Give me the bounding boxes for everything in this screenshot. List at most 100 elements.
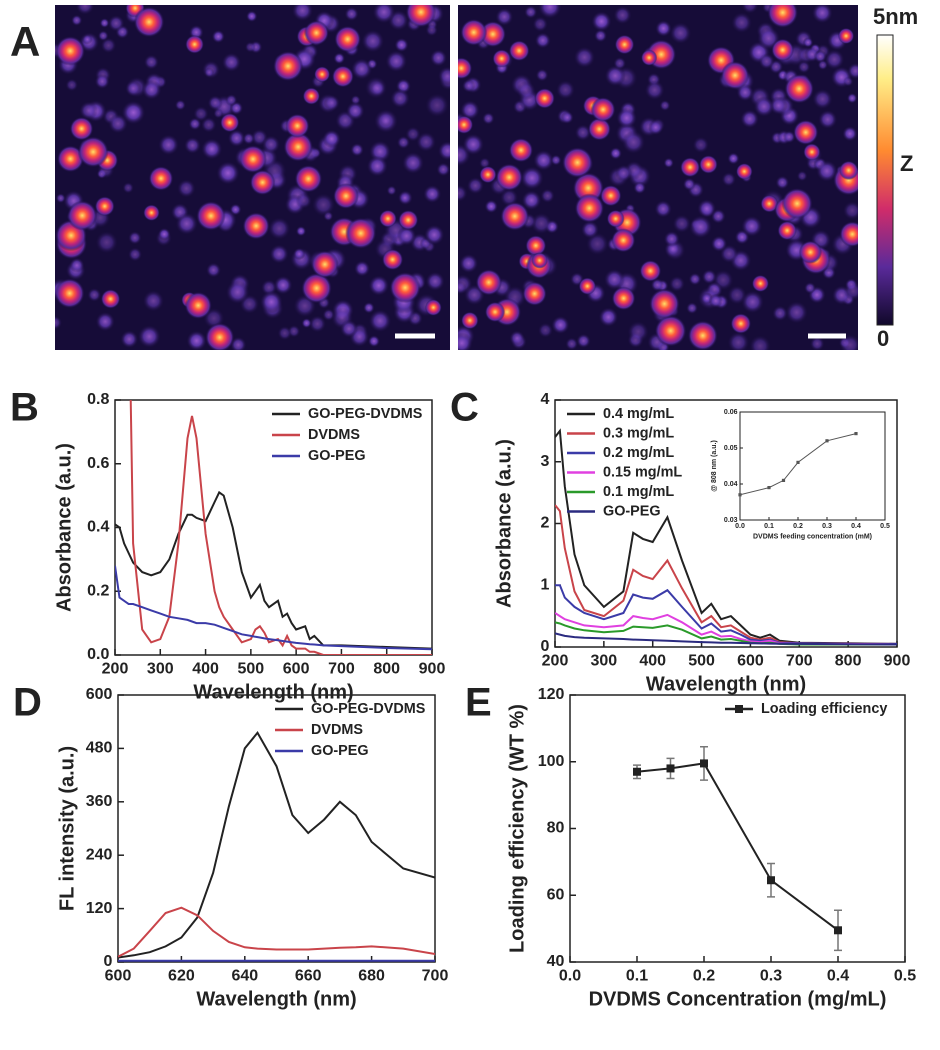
- afm-grain: [385, 50, 408, 73]
- afm-grain: [141, 79, 162, 100]
- afm-grain: [565, 337, 579, 350]
- afm-grain: [818, 109, 838, 130]
- afm-grain: [437, 141, 450, 161]
- marker: [767, 876, 775, 885]
- afm-grain: [227, 129, 246, 147]
- y-tick-label: 0.03: [724, 517, 738, 524]
- afm-grain: [576, 333, 591, 349]
- x-tick-label: 600: [737, 653, 764, 670]
- x-tick-label: 0.2: [693, 968, 715, 985]
- afm-particle: [614, 34, 635, 55]
- x-tick-label: 0.4: [827, 968, 849, 985]
- afm-grain: [137, 324, 161, 348]
- x-tick-label: 0.3: [760, 968, 782, 985]
- x-tick-label: 0.1: [626, 968, 648, 985]
- afm-features: [458, 5, 858, 350]
- afm-grain: [75, 5, 95, 15]
- series-line: [636, 762, 839, 932]
- afm-grain: [534, 32, 551, 49]
- legend-label: 0.2 mg/mL: [603, 445, 674, 461]
- afm-particle: [479, 21, 506, 48]
- afm-grain: [436, 162, 450, 177]
- afm-particle: [242, 212, 270, 240]
- afm-grain: [273, 275, 293, 295]
- afm-grain: [812, 88, 833, 110]
- x-tick-label: 700: [422, 968, 449, 985]
- afm-grain: [654, 200, 672, 218]
- legend-label: GO-PEG: [308, 448, 366, 464]
- afm-particle: [272, 51, 304, 82]
- afm-grain: [663, 157, 674, 169]
- x-tick-label: 0.2: [793, 523, 803, 530]
- y-tick-label: 0.4: [87, 519, 109, 536]
- afm-grain: [520, 166, 544, 190]
- afm-particle: [751, 274, 770, 293]
- x-tick-label: 700: [786, 653, 813, 670]
- series-line: [115, 490, 432, 650]
- afm-grain: [308, 315, 327, 333]
- x-tick-label: 900: [419, 661, 446, 678]
- afm-grain: [846, 92, 858, 104]
- afm-grain: [555, 80, 576, 100]
- afm-particle: [424, 299, 442, 316]
- afm-grain: [482, 112, 495, 125]
- series-line: [740, 433, 857, 496]
- afm-grain: [244, 41, 256, 53]
- afm-particle: [100, 289, 121, 309]
- legend-label: DVDMS: [311, 722, 363, 738]
- y-tick-label: 0.0: [87, 646, 109, 663]
- afm-grain: [311, 193, 336, 217]
- afm-grain: [174, 99, 186, 111]
- afm-grain: [551, 315, 570, 335]
- afm-grain: [509, 330, 525, 346]
- afm-grain: [524, 5, 538, 19]
- afm-grain: [95, 231, 118, 254]
- afm-grain: [175, 212, 198, 235]
- afm-grain: [458, 332, 473, 350]
- series-line: [118, 731, 435, 959]
- x-axis-label: Wavelength (nm): [646, 674, 806, 696]
- afm-grain: [293, 247, 306, 261]
- afm-particle: [803, 143, 821, 161]
- y-tick-label: 0.04: [724, 481, 738, 488]
- x-tick-label: 300: [591, 653, 618, 670]
- afm-grain: [495, 7, 514, 26]
- afm-particle: [283, 132, 314, 162]
- afm-grain: [521, 190, 542, 211]
- y-tick-label: 60: [547, 886, 565, 903]
- afm-grain: [402, 151, 425, 174]
- afm-particle: [94, 196, 115, 217]
- afm-grain: [460, 100, 480, 120]
- afm-particle: [389, 272, 421, 304]
- afm-grain: [655, 20, 672, 37]
- afm-grain: [193, 106, 209, 122]
- afm-grain: [458, 184, 468, 202]
- afm-grain: [604, 65, 626, 87]
- afm-particle: [205, 322, 235, 350]
- afm-grain: [785, 301, 808, 324]
- afm-grain: [386, 185, 397, 196]
- legend-label: GO-PEG: [603, 503, 661, 519]
- afm-grain: [354, 260, 371, 277]
- afm-grain: [613, 56, 627, 70]
- afm-grain: [644, 80, 665, 101]
- afm-grain: [363, 301, 375, 314]
- afm-grain: [710, 235, 728, 252]
- afm-grain: [813, 49, 827, 63]
- series-line: [555, 612, 897, 646]
- afm-grain: [269, 244, 289, 264]
- afm-grain: [462, 133, 485, 156]
- afm-particle: [196, 201, 226, 231]
- afm-particle: [531, 252, 548, 269]
- afm-particle: [649, 288, 680, 320]
- y-tick-label: 4: [540, 391, 549, 408]
- afm-grain: [609, 147, 622, 160]
- afm-particle: [239, 145, 267, 174]
- y-tick-label: 100: [538, 753, 565, 770]
- x-tick-label: 0.5: [880, 523, 890, 530]
- afm-grain: [424, 224, 445, 245]
- afm-grain: [633, 181, 647, 195]
- afm-particle: [345, 217, 377, 249]
- afm-grain: [458, 280, 467, 295]
- x-tick-label: 660: [295, 968, 322, 985]
